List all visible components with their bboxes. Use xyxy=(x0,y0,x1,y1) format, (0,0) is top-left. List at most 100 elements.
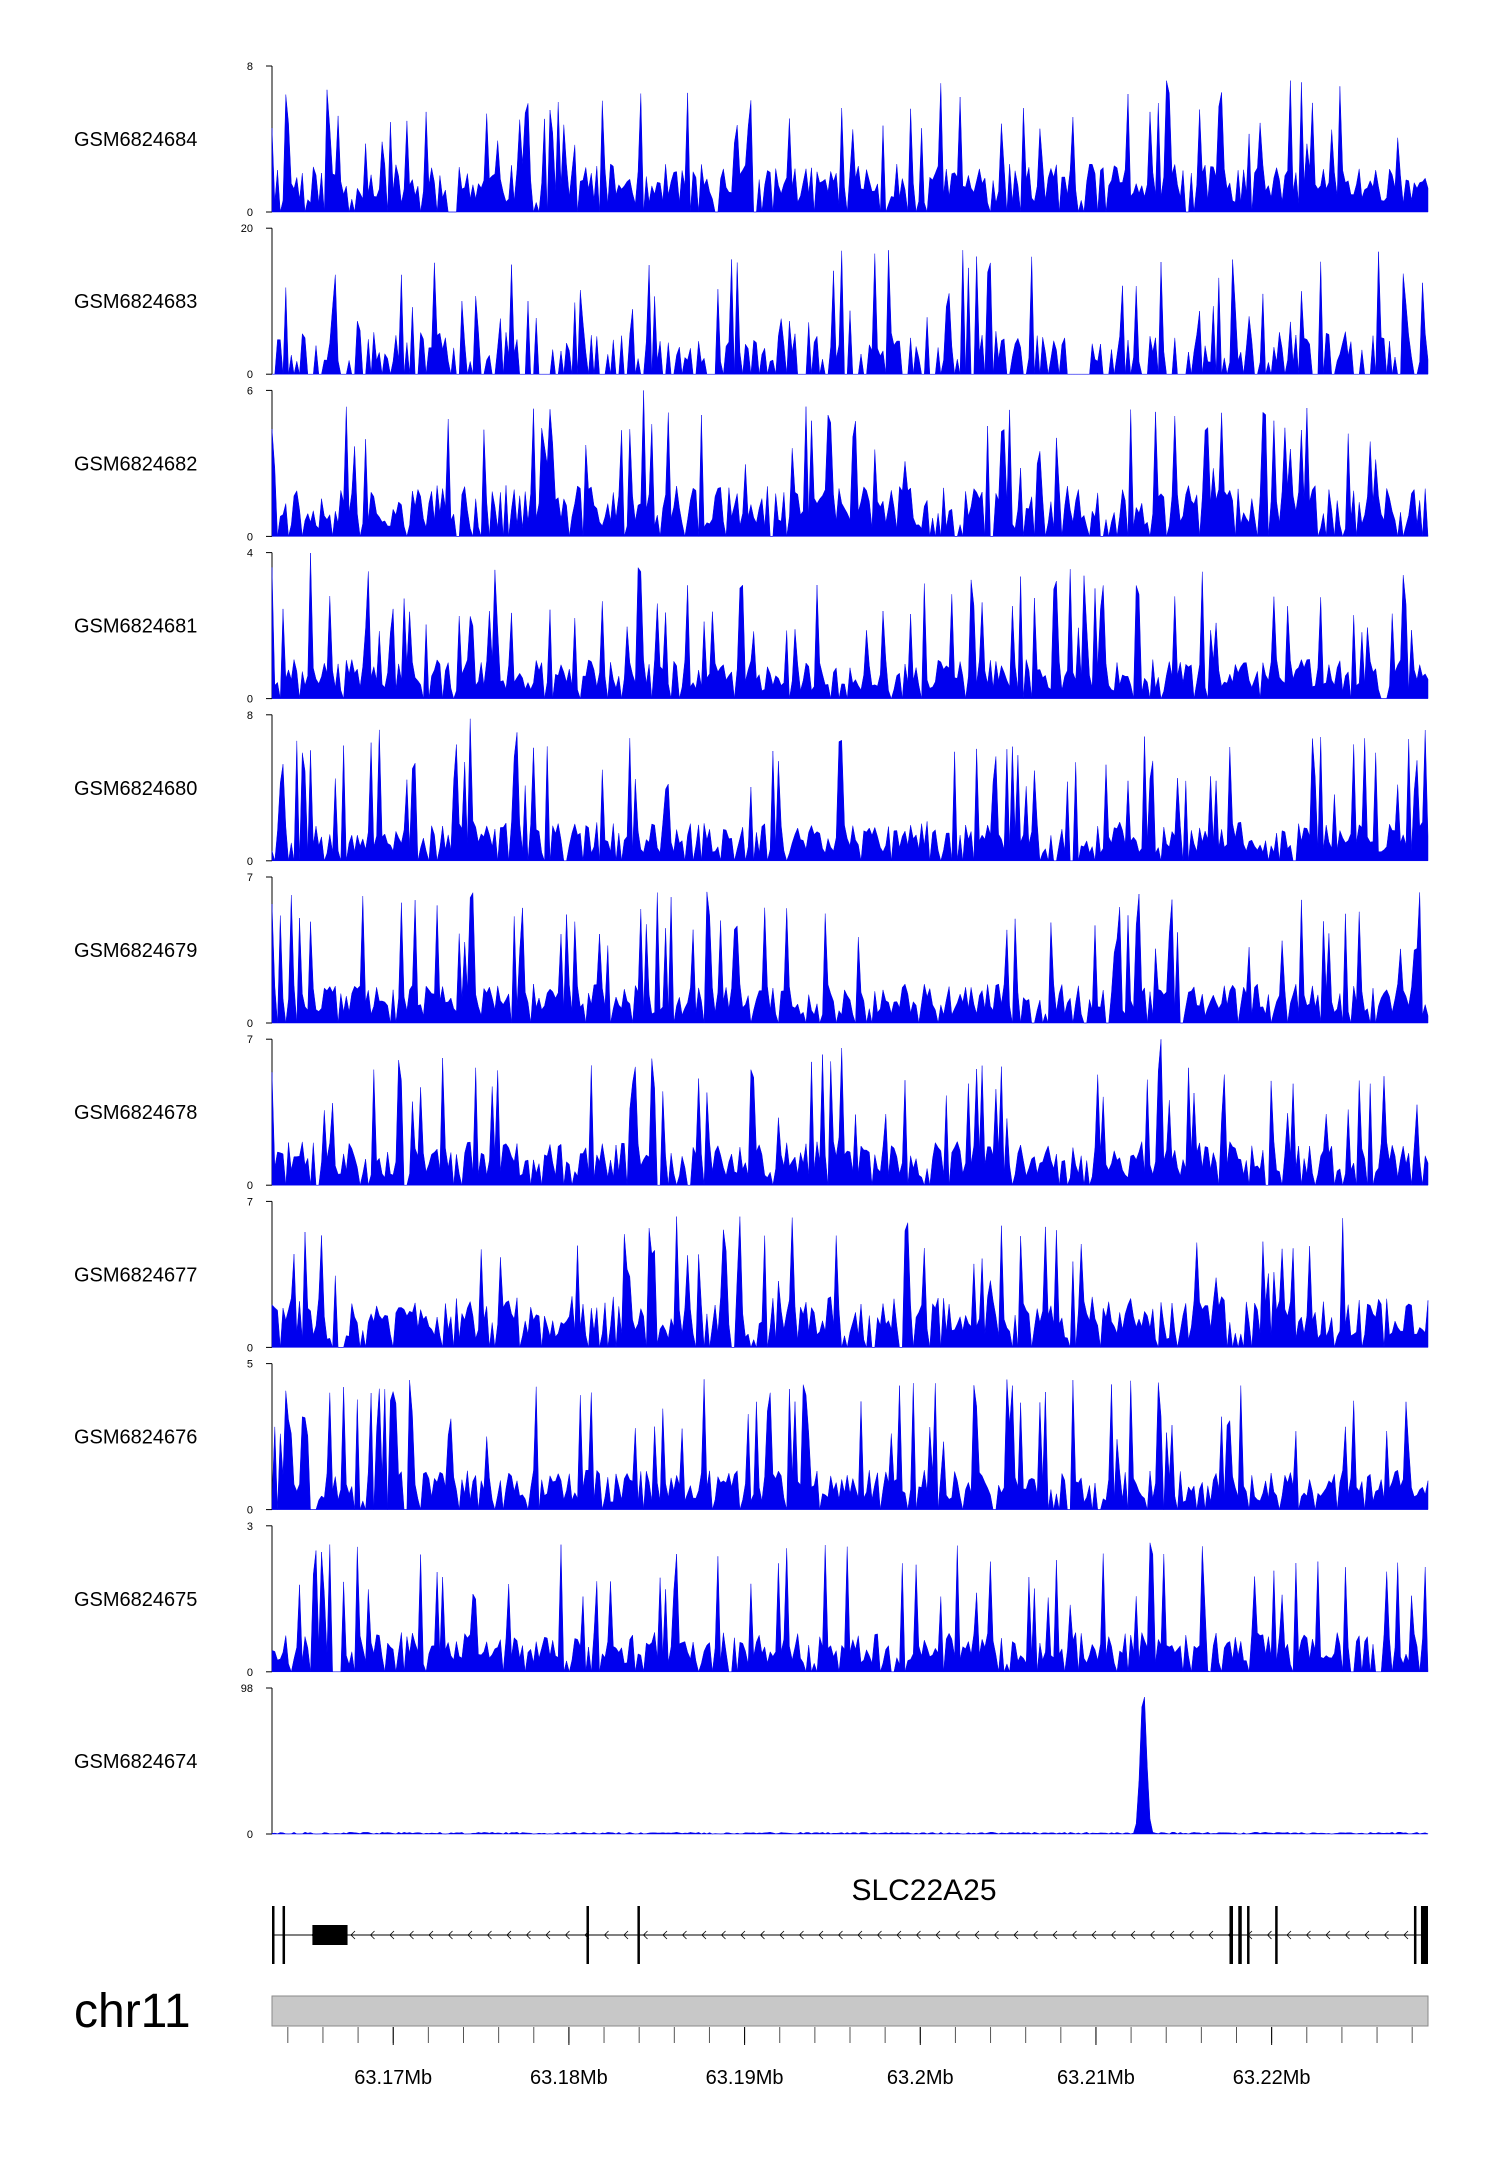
strand-arrow xyxy=(954,1930,960,1940)
y-max-label: 7 xyxy=(247,872,253,884)
strand-arrow xyxy=(1266,1930,1272,1940)
coverage-area xyxy=(271,390,1429,538)
strand-arrow xyxy=(662,1930,668,1940)
strand-arrow xyxy=(642,1930,648,1940)
strand-arrow xyxy=(798,1930,804,1940)
strand-arrow xyxy=(1305,1930,1311,1940)
y-min-label: 0 xyxy=(247,1505,253,1517)
x-tick-label: 63.18Mb xyxy=(530,2067,608,2089)
strand-arrow xyxy=(857,1930,863,1940)
strand-arrow xyxy=(896,1930,902,1940)
x-tick-label: 63.19Mb xyxy=(706,2067,784,2089)
strand-arrow xyxy=(1013,1930,1019,1940)
y-min-label: 0 xyxy=(247,1829,253,1841)
strand-arrow xyxy=(1032,1930,1038,1940)
track-label: GSM6824678 xyxy=(74,1102,197,1124)
y-max-label: 98 xyxy=(241,1683,253,1695)
y-max-label: 7 xyxy=(247,1034,253,1046)
y-min-label: 0 xyxy=(247,1667,253,1679)
track-GSM6824684: GSM6824684 8 0 xyxy=(74,61,1429,219)
exon-block xyxy=(637,1906,640,1964)
strand-arrow xyxy=(993,1930,999,1940)
strand-arrow xyxy=(1403,1930,1409,1940)
exon-block xyxy=(1229,1906,1233,1964)
strand-arrow xyxy=(1130,1930,1136,1940)
y-max-label: 6 xyxy=(247,385,253,397)
track-label: GSM6824679 xyxy=(74,940,197,962)
coverage-area xyxy=(271,1216,1429,1349)
strand-arrow xyxy=(1208,1930,1214,1940)
y-min-label: 0 xyxy=(247,1180,253,1192)
strand-arrow xyxy=(837,1930,843,1940)
strand-arrow xyxy=(486,1930,492,1940)
track-GSM6824674: GSM6824674 98 0 xyxy=(74,1683,1429,1841)
strand-arrow xyxy=(1188,1930,1194,1940)
strand-arrow xyxy=(1149,1930,1155,1940)
exon-block xyxy=(1275,1906,1278,1964)
x-tick-label: 63.2Mb xyxy=(887,2067,954,2089)
gene-track: SLC22A25 xyxy=(272,1874,1428,1964)
strand-arrow xyxy=(701,1930,707,1940)
y-max-label: 5 xyxy=(247,1359,253,1371)
track-GSM6824678: GSM6824678 7 0 xyxy=(74,1034,1429,1192)
y-max-label: 7 xyxy=(247,1196,253,1208)
strand-arrow xyxy=(603,1930,609,1940)
strand-arrow xyxy=(759,1930,765,1940)
track-label: GSM6824681 xyxy=(74,616,197,638)
track-GSM6824676: GSM6824676 5 0 xyxy=(74,1359,1429,1517)
exon-block xyxy=(1413,1906,1417,1964)
track-GSM6824682: GSM6824682 6 0 xyxy=(74,385,1429,543)
strand-arrow xyxy=(1110,1930,1116,1940)
genomic-axis: 63.17Mb 63.18Mb 63.19Mb 63.2Mb 63.21Mb 63.22M… xyxy=(287,2027,1413,2089)
x-tick-label: 63.17Mb xyxy=(354,2067,432,2089)
track-label: GSM6824680 xyxy=(74,778,197,800)
coverage-area xyxy=(271,552,1429,700)
y-min-label: 0 xyxy=(247,207,253,219)
strand-arrow xyxy=(720,1930,726,1940)
exon-block xyxy=(312,1925,348,1945)
track-label: GSM6824684 xyxy=(74,129,197,151)
chromosome-bar xyxy=(271,1995,1429,2027)
strand-arrow xyxy=(681,1930,687,1940)
strand-arrow xyxy=(1325,1930,1331,1940)
strand-arrow xyxy=(740,1930,746,1940)
strand-arrow xyxy=(1169,1930,1175,1940)
strand-arrow xyxy=(623,1930,629,1940)
strand-arrow xyxy=(1286,1930,1292,1940)
strand-arrow xyxy=(1071,1930,1077,1940)
strand-arrow xyxy=(818,1930,824,1940)
exon-block xyxy=(1247,1906,1250,1964)
strand-arrow xyxy=(564,1930,570,1940)
y-min-label: 0 xyxy=(247,1342,253,1354)
x-tick-label: 63.21Mb xyxy=(1057,2067,1135,2089)
coverage-area xyxy=(271,718,1429,862)
track-GSM6824675: GSM6824675 3 0 xyxy=(74,1521,1429,1679)
exon-block xyxy=(282,1906,286,1964)
strand-arrow xyxy=(545,1930,551,1940)
strand-arrow xyxy=(408,1930,414,1940)
y-max-label: 8 xyxy=(247,61,253,73)
strand-arrow xyxy=(1052,1930,1058,1940)
track-GSM6824683: GSM6824683 20 0 xyxy=(74,223,1429,381)
strand-arrow xyxy=(1383,1930,1389,1940)
coverage-area xyxy=(271,1039,1429,1187)
strand-arrow xyxy=(1091,1930,1097,1940)
y-min-label: 0 xyxy=(247,531,253,543)
track-label: GSM6824676 xyxy=(74,1427,197,1449)
track-GSM6824681: GSM6824681 4 0 xyxy=(74,548,1429,706)
chromosome-track: chr11 xyxy=(74,1985,1429,2038)
track-label: GSM6824682 xyxy=(74,453,197,475)
strand-arrow xyxy=(974,1930,980,1940)
y-min-label: 0 xyxy=(247,856,253,868)
track-label: GSM6824677 xyxy=(74,1264,197,1286)
track-GSM6824677: GSM6824677 7 0 xyxy=(74,1196,1429,1354)
track-label: GSM6824675 xyxy=(74,1589,197,1611)
strand-arrow xyxy=(525,1930,531,1940)
strand-arrow xyxy=(779,1930,785,1940)
exon-block xyxy=(1238,1906,1242,1964)
y-max-label: 4 xyxy=(247,548,253,560)
signal-tracks: GSM682468480GSM6824683200GSM682468260GSM… xyxy=(74,61,1429,1841)
strand-arrow xyxy=(428,1930,434,1940)
coverage-area xyxy=(271,80,1429,213)
